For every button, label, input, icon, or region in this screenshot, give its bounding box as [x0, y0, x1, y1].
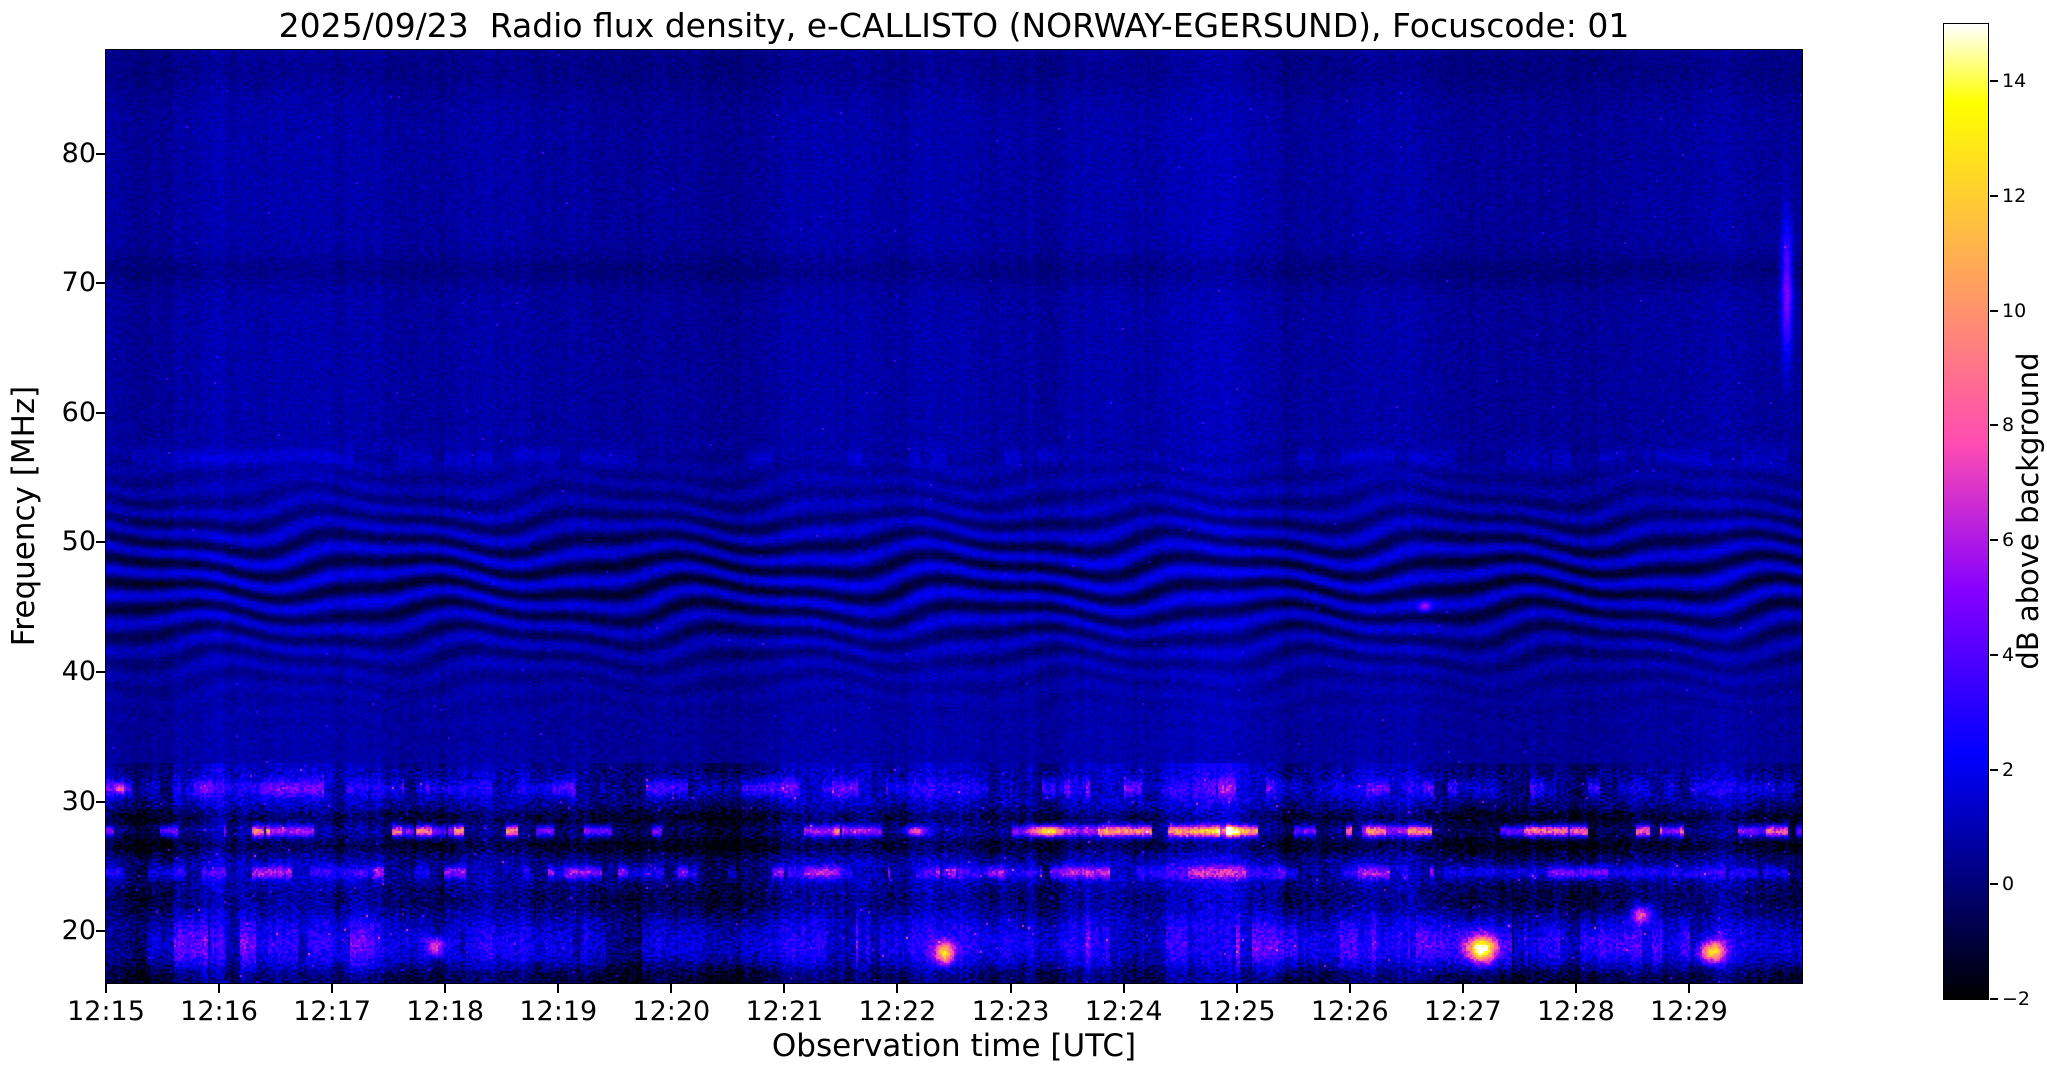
colorbar-tick-label: 0 — [2002, 873, 2015, 896]
x-tick-label: 12:26 — [1310, 996, 1389, 1027]
colorbar-gradient — [1944, 24, 1988, 999]
colorbar-tick-label: 6 — [2002, 529, 2015, 552]
x-tick-label: 12:18 — [406, 996, 485, 1027]
x-tick-mark — [896, 984, 899, 993]
colorbar-tick-mark — [1990, 195, 1998, 198]
x-tick-label: 12:23 — [971, 996, 1050, 1027]
chart-title: 2025/09/23 Radio flux density, e-CALLIST… — [278, 6, 1630, 45]
colorbar-tick-label: 14 — [2002, 70, 2027, 93]
y-tick-mark — [96, 541, 105, 544]
x-tick-mark — [1235, 984, 1238, 993]
colorbar-tick-label: 10 — [2002, 299, 2027, 322]
y-tick-mark — [96, 152, 105, 155]
x-tick-label: 12:27 — [1423, 996, 1502, 1027]
colorbar-label: dB above background — [2011, 352, 2045, 670]
x-axis-label: Observation time [UTC] — [771, 1028, 1137, 1064]
x-tick-mark — [1461, 984, 1464, 993]
x-tick-label: 12:15 — [67, 996, 145, 1027]
x-tick-mark — [783, 984, 786, 993]
colorbar-tick-label: 2 — [2002, 758, 2015, 781]
colorbar-tick-mark — [1990, 80, 1998, 83]
x-tick-label: 12:16 — [180, 996, 258, 1027]
x-tick-label: 12:17 — [293, 996, 372, 1027]
x-tick-label: 12:28 — [1536, 996, 1615, 1027]
colorbar-tick-label: 8 — [2002, 414, 2015, 437]
y-tick-mark — [96, 282, 105, 285]
x-tick-label: 12:22 — [858, 996, 937, 1027]
x-tick-label: 12:25 — [1197, 996, 1276, 1027]
x-tick-label: 12:21 — [745, 996, 824, 1027]
y-tick-label: 20 — [61, 915, 96, 947]
colorbar-tick-label: −2 — [2002, 988, 2031, 1010]
colorbar-tick-mark — [1990, 539, 1998, 542]
x-tick-label: 12:29 — [1650, 996, 1728, 1027]
x-tick-mark — [1122, 984, 1125, 993]
x-tick-mark — [331, 984, 334, 993]
y-tick-mark — [96, 411, 105, 414]
y-tick-label: 60 — [61, 396, 96, 428]
y-tick-mark — [96, 800, 105, 803]
x-tick-mark — [444, 984, 447, 993]
x-tick-mark — [1574, 984, 1577, 993]
y-tick-mark — [96, 671, 105, 673]
colorbar-tick-label: 12 — [2002, 185, 2027, 208]
colorbar-tick-mark — [1990, 653, 1998, 656]
x-tick-label: 12:19 — [519, 996, 598, 1027]
y-tick-label: 50 — [61, 526, 96, 558]
colorbar-tick-mark — [1990, 424, 1998, 427]
y-tick-label: 40 — [61, 656, 96, 687]
x-tick-label: 12:24 — [1084, 996, 1163, 1027]
y-tick-label: 70 — [61, 267, 96, 299]
y-tick-label: 80 — [61, 137, 96, 169]
x-tick-mark — [670, 984, 673, 993]
colorbar-tick-mark — [1990, 883, 1998, 886]
x-tick-mark — [557, 984, 560, 993]
y-tick-mark — [96, 930, 105, 933]
colorbar-tick-mark — [1990, 998, 1998, 1000]
x-tick-mark — [218, 984, 221, 993]
y-tick-label: 30 — [61, 785, 96, 817]
colorbar-tick-mark — [1990, 309, 1998, 312]
colorbar-tick-mark — [1990, 768, 1998, 771]
spectrogram-heatmap — [106, 50, 1802, 983]
x-tick-mark — [1687, 984, 1690, 993]
colorbar-tick-label: 4 — [2002, 643, 2015, 666]
x-tick-mark — [105, 984, 107, 993]
x-tick-mark — [1009, 984, 1012, 993]
x-tick-mark — [1348, 984, 1351, 993]
x-tick-label: 12:20 — [632, 996, 711, 1027]
